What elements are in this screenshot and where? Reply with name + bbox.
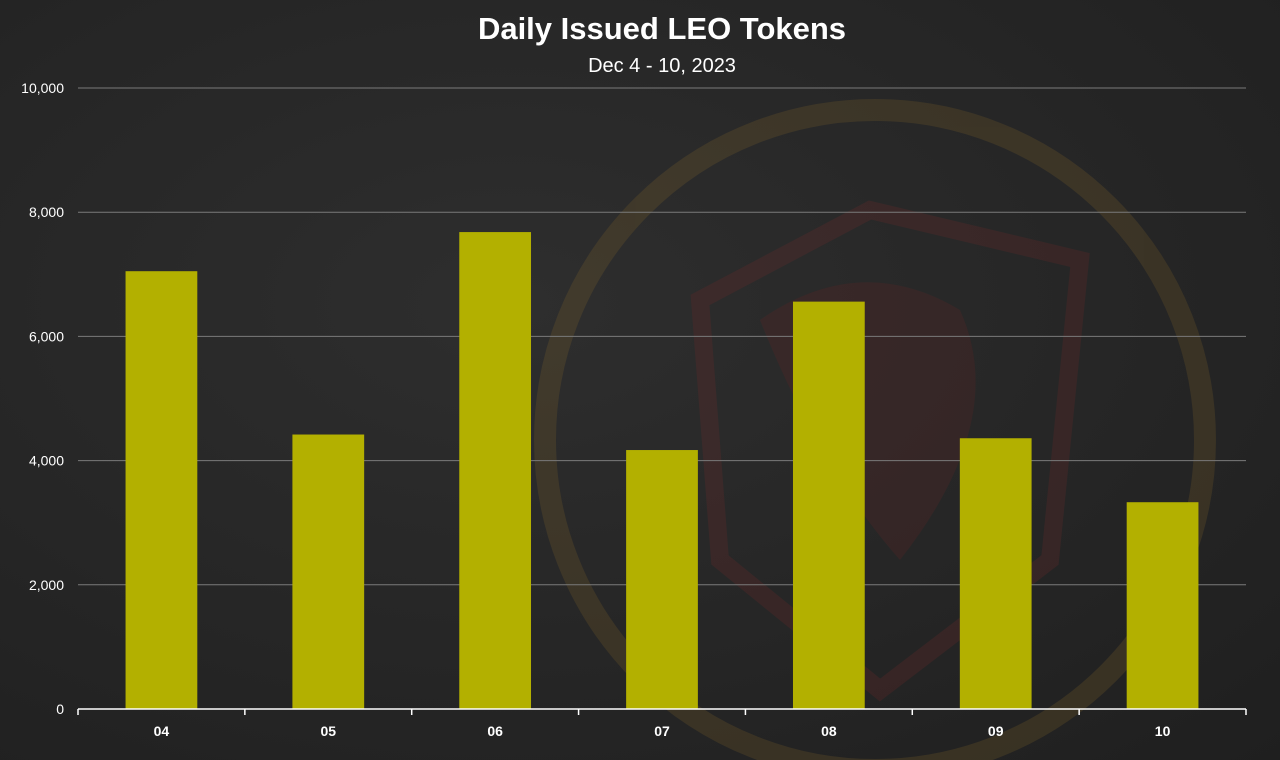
x-tick-label: 05 [320, 723, 336, 739]
x-tick-label: 04 [154, 723, 170, 739]
y-tick-label: 2,000 [29, 577, 64, 593]
bar [626, 450, 698, 709]
x-tick-label: 08 [821, 723, 837, 739]
bar [125, 271, 198, 709]
x-tick-label: 06 [487, 723, 503, 739]
y-tick-label: 8,000 [29, 204, 64, 220]
bar [1126, 502, 1199, 709]
x-tick-label: 10 [1155, 723, 1171, 739]
bar [792, 301, 865, 709]
chart-title: Daily Issued LEO Tokens [478, 11, 846, 46]
y-axis-tick-labels: 0 2,000 4,000 6,000 8,000 10,000 [21, 80, 64, 717]
x-tick-label: 09 [988, 723, 1004, 739]
bar [959, 438, 1032, 709]
chart-subtitle: Dec 4 - 10, 2023 [588, 55, 736, 77]
y-tick-label: 6,000 [29, 328, 64, 344]
bar [292, 434, 365, 709]
bars [125, 232, 1199, 709]
y-tick-label: 10,000 [21, 80, 64, 96]
x-axis [77, 708, 1247, 715]
bar [459, 232, 532, 709]
y-tick-label: 4,000 [29, 453, 64, 469]
x-tick-label: 07 [654, 723, 670, 739]
y-tick-label: 0 [56, 701, 64, 717]
x-axis-tick-labels: 04 05 06 07 08 09 10 [154, 723, 1171, 739]
